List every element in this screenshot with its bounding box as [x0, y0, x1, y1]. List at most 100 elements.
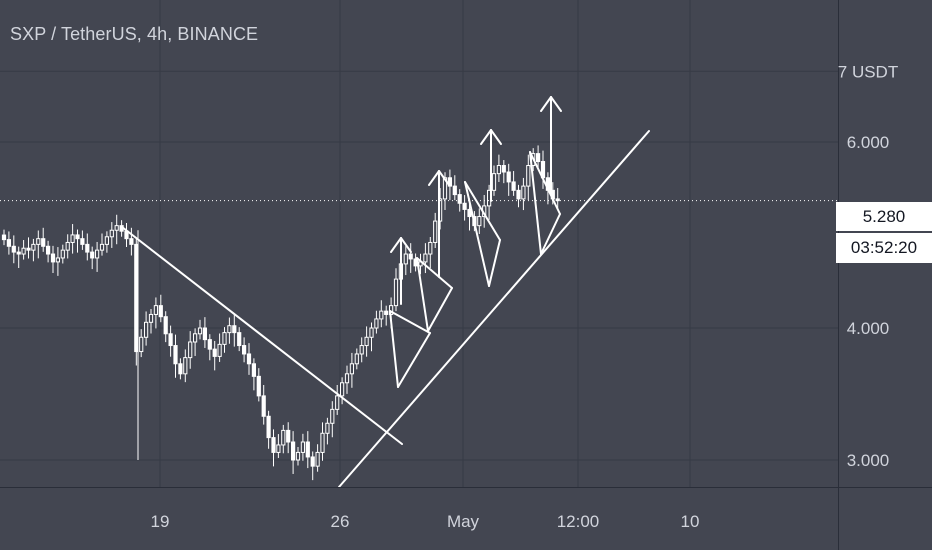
flag-outline — [529, 151, 561, 215]
candle-body — [26, 247, 31, 251]
candle-body — [134, 243, 139, 353]
candle-body — [457, 194, 462, 204]
candle-body — [207, 339, 212, 350]
candle-body — [526, 165, 531, 187]
up-arrow-icon — [550, 96, 562, 112]
up-arrow-icon — [490, 129, 502, 145]
candle-body — [393, 278, 399, 307]
up-arrow-icon — [540, 96, 552, 112]
candle-body — [41, 238, 46, 247]
candle-body — [55, 257, 60, 263]
candle-body — [266, 415, 271, 439]
candle-body — [276, 444, 281, 453]
price-tick-label: 7 USDT — [838, 62, 898, 81]
candle-body — [153, 305, 159, 315]
candle-body — [501, 165, 506, 173]
candle-body — [364, 336, 369, 347]
countdown-label: 03:52:20 — [836, 233, 932, 263]
candle-body — [197, 327, 203, 335]
time-tick-label: 26 — [331, 512, 350, 531]
candle-body — [217, 343, 222, 357]
candle-body — [491, 173, 497, 191]
price-tick-label: 4.000 — [847, 319, 890, 338]
candle-body — [31, 243, 36, 251]
candle-body — [408, 253, 413, 260]
candle-body — [11, 245, 16, 253]
candle-body — [193, 333, 198, 343]
candle-body — [320, 432, 325, 453]
candle-body — [555, 198, 560, 202]
candle-body — [1, 234, 7, 241]
price-tick-label: 3.000 — [847, 451, 890, 470]
candle-body — [227, 325, 232, 334]
time-tick-label: 12:00 — [557, 512, 600, 531]
time-tick-label: 10 — [681, 512, 700, 531]
candle-body — [158, 305, 163, 318]
candle-body — [21, 247, 26, 255]
support-trend-line — [338, 130, 650, 488]
candle-body — [271, 437, 276, 453]
candle-body — [349, 363, 354, 375]
candle-body — [80, 238, 85, 245]
candle-body — [291, 441, 296, 461]
candle-body — [188, 341, 193, 359]
candle-body — [506, 171, 511, 183]
candle-body — [46, 245, 51, 255]
candle-body — [384, 310, 389, 315]
candle-body — [359, 345, 364, 355]
candle-body — [295, 451, 301, 461]
flag-outline — [389, 310, 399, 388]
candle-body — [433, 220, 438, 243]
up-arrow-icon — [480, 129, 492, 145]
candle-body — [85, 243, 90, 253]
candle-body — [109, 229, 114, 238]
candle-body — [447, 177, 452, 187]
candle-body — [379, 310, 384, 320]
candle-body — [148, 313, 154, 323]
candle-body — [99, 243, 105, 251]
candle-body — [60, 249, 65, 259]
candle-body — [300, 441, 305, 453]
candle-body — [536, 153, 541, 163]
up-arrow-icon — [428, 170, 440, 186]
candle-body — [178, 363, 183, 375]
candle-body — [173, 345, 178, 365]
candle-body — [310, 456, 315, 467]
candle-body — [281, 429, 286, 446]
candle-body — [222, 332, 227, 345]
candle-body — [50, 253, 56, 263]
time-tick-label: May — [447, 512, 480, 531]
candle-body — [325, 422, 330, 434]
candle-body — [428, 241, 433, 255]
candle-body — [90, 251, 95, 259]
candle-body — [477, 216, 482, 227]
flag-outline — [529, 151, 542, 255]
candle-body — [70, 234, 75, 243]
candle-body — [183, 357, 188, 375]
flag-outline — [397, 332, 431, 388]
flag-outline — [464, 181, 490, 287]
flag-outline — [416, 257, 453, 289]
candle-body — [104, 236, 110, 245]
candle-body — [16, 251, 21, 255]
candle-body — [467, 208, 472, 218]
candle-body — [511, 181, 516, 191]
chart-title: SXP / TetherUS, 4h, BINANCE — [10, 24, 259, 44]
candle-body — [139, 336, 144, 353]
flag-outline — [540, 213, 561, 255]
candle-body — [462, 202, 467, 210]
candle-body — [163, 316, 168, 335]
time-tick-label: 19 — [151, 512, 170, 531]
resistance-trend-line — [121, 226, 403, 445]
candle-body — [251, 363, 257, 377]
candle-body — [496, 165, 501, 175]
candle-body — [403, 253, 408, 265]
candle-body — [129, 238, 134, 245]
candle-body — [335, 395, 340, 410]
candle-body — [305, 441, 310, 458]
flag-outline — [389, 310, 431, 334]
flag-outline — [416, 257, 429, 332]
candle-body — [521, 185, 526, 200]
